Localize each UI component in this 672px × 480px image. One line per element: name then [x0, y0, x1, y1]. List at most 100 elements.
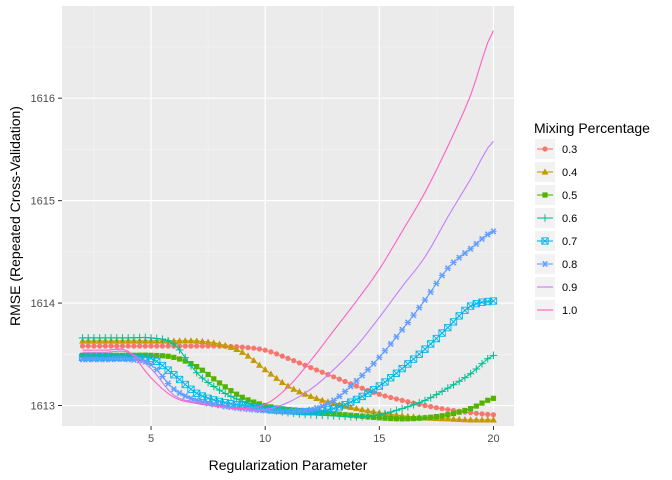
- legend-item: 0.6: [535, 208, 577, 228]
- data-point: [438, 387, 446, 396]
- data-point: [210, 339, 218, 346]
- data-point: [342, 378, 348, 385]
- data-point: [489, 297, 498, 305]
- data-point: [290, 408, 297, 415]
- data-point: [119, 352, 126, 358]
- data-point: [216, 340, 223, 347]
- data-point: [113, 356, 120, 363]
- data-point: [415, 398, 424, 407]
- data-point: [467, 416, 475, 423]
- data-point: [278, 378, 286, 386]
- data-point: [221, 389, 230, 398]
- data-point: [165, 343, 171, 349]
- data-point: [399, 416, 405, 422]
- data-point: [382, 415, 388, 421]
- data-point: [192, 368, 201, 377]
- data-point: [461, 250, 469, 257]
- data-point: [359, 385, 365, 391]
- data-point: [347, 403, 355, 411]
- x-axis: 5 10 15 20: [148, 426, 500, 445]
- data-point: [137, 343, 143, 349]
- data-point: [147, 361, 155, 368]
- data-point: [410, 312, 417, 319]
- data-point: [296, 408, 303, 415]
- y-axis-title: RMSE (Repeated Cross-Validation): [7, 106, 23, 326]
- data-point: [462, 407, 468, 414]
- legend-marker: [541, 214, 549, 222]
- data-point: [473, 240, 480, 247]
- data-point: [284, 408, 292, 415]
- data-point: [404, 319, 412, 326]
- data-point: [198, 337, 206, 345]
- data-point: [483, 354, 492, 363]
- data-point: [137, 352, 143, 358]
- data-point: [416, 415, 422, 421]
- legend-marker: [541, 168, 549, 175]
- data-point: [358, 406, 366, 413]
- data-point: [472, 416, 480, 423]
- data-point: [114, 343, 120, 349]
- data-point: [239, 394, 245, 400]
- data-point: [347, 383, 354, 390]
- data-point: [125, 356, 132, 363]
- data-point: [450, 259, 457, 266]
- data-point: [428, 414, 434, 420]
- data-point: [125, 343, 131, 349]
- data-point: [267, 408, 275, 415]
- data-point: [256, 361, 263, 368]
- data-point: [392, 406, 401, 415]
- data-point: [445, 412, 451, 418]
- data-point: [153, 366, 160, 373]
- data-point: [375, 410, 384, 419]
- data-point: [170, 386, 178, 393]
- data-point: [188, 343, 194, 349]
- data-point: [205, 343, 211, 349]
- data-point: [313, 394, 320, 401]
- data-point: [382, 393, 388, 399]
- data-point: [221, 341, 229, 349]
- data-point: [273, 351, 280, 357]
- data-point: [307, 392, 315, 399]
- legend-label: 0.8: [562, 259, 577, 271]
- data-point: [125, 352, 131, 358]
- data-point: [405, 399, 411, 405]
- data-point: [358, 372, 366, 379]
- data-point: [198, 374, 207, 382]
- data-point: [171, 354, 177, 360]
- data-point: [433, 280, 440, 287]
- legend-item: 0.4: [535, 162, 577, 182]
- data-point: [159, 373, 166, 380]
- data-point: [478, 359, 486, 368]
- data-point: [279, 353, 285, 359]
- data-point: [170, 340, 178, 348]
- data-point: [388, 415, 394, 422]
- data-point: [204, 338, 212, 345]
- data-point: [216, 380, 223, 386]
- data-point: [148, 343, 154, 349]
- data-point: [205, 371, 211, 378]
- legend-marker: [541, 260, 549, 268]
- data-point: [485, 397, 491, 403]
- legend-marker: [541, 237, 549, 245]
- plot-panel: [62, 6, 514, 426]
- data-point: [159, 353, 166, 359]
- data-point: [175, 346, 184, 354]
- data-point: [273, 374, 280, 381]
- data-point: [152, 334, 161, 343]
- data-point: [376, 354, 383, 361]
- data-point: [268, 349, 274, 355]
- data-point: [91, 352, 97, 358]
- data-point: [238, 348, 246, 355]
- data-point: [427, 288, 434, 295]
- data-point: [176, 343, 183, 349]
- data-point: [291, 358, 297, 364]
- data-point: [234, 391, 240, 397]
- data-point: [398, 404, 406, 413]
- data-point: [210, 401, 218, 408]
- data-point: [336, 376, 342, 382]
- data-point: [97, 352, 103, 358]
- data-point: [341, 402, 349, 409]
- data-point: [261, 407, 269, 414]
- data-point: [393, 416, 400, 422]
- data-point: [204, 400, 212, 407]
